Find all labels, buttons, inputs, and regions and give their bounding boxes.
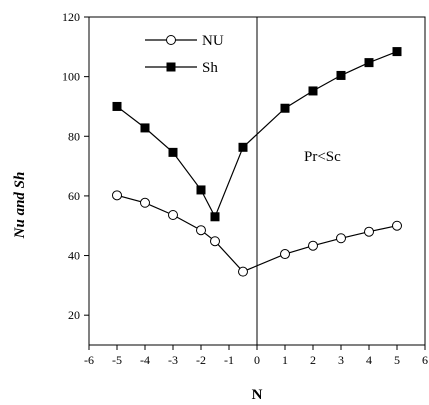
data-point xyxy=(392,47,402,57)
x-tick-label: 3 xyxy=(338,353,344,367)
data-point xyxy=(140,123,150,133)
data-point xyxy=(336,70,346,80)
x-tick-label: -1 xyxy=(224,353,234,367)
x-tick-label: -2 xyxy=(196,353,206,367)
y-tick-label: 40 xyxy=(68,249,80,263)
y-tick-label: 60 xyxy=(68,189,80,203)
x-tick-label: 1 xyxy=(282,353,288,367)
y-tick-label: 100 xyxy=(62,70,80,84)
x-tick-label: 6 xyxy=(422,353,428,367)
x-tick-label: -4 xyxy=(140,353,150,367)
x-tick-label: -5 xyxy=(112,353,122,367)
legend-label: NU xyxy=(202,33,224,49)
data-point xyxy=(238,266,248,277)
data-point xyxy=(308,240,318,251)
y-axis-title: Nu and Sh xyxy=(12,172,28,240)
legend: NU Sh xyxy=(145,33,224,76)
legend-marker xyxy=(166,35,176,45)
series-group xyxy=(112,47,402,277)
annotation-label: Pr<Sc xyxy=(304,149,341,165)
data-point xyxy=(308,86,318,96)
x-tick-label: -6 xyxy=(84,353,94,367)
data-point xyxy=(336,233,346,244)
data-point xyxy=(280,103,290,113)
series-sh xyxy=(112,47,402,222)
data-point xyxy=(196,185,206,195)
data-point xyxy=(210,236,220,247)
data-point xyxy=(238,142,248,152)
data-point xyxy=(168,209,178,220)
legend-marker xyxy=(166,62,176,72)
y-tick-label: 80 xyxy=(68,129,80,143)
x-tick-label: 0 xyxy=(254,353,260,367)
x-tick-label: -3 xyxy=(168,353,178,367)
data-point xyxy=(112,190,122,201)
legend-label: Sh xyxy=(202,60,218,76)
data-point xyxy=(210,212,220,222)
x-tick-label: 2 xyxy=(310,353,316,367)
y-tick-label: 120 xyxy=(62,10,80,24)
y-axis: 20 40 60 80 100 120 xyxy=(62,10,89,322)
series-nu xyxy=(112,190,402,277)
x-tick-label: 5 xyxy=(394,353,400,367)
x-tick-label: 4 xyxy=(366,353,372,367)
x-axis: -6 -5 -4 -3 -2 -1 0 1 2 3 4 5 6 xyxy=(84,345,428,367)
data-point xyxy=(364,226,374,237)
data-point xyxy=(140,197,150,208)
y-tick-label: 20 xyxy=(68,308,80,322)
data-point xyxy=(392,220,402,231)
data-point xyxy=(196,225,206,236)
x-axis-title: N xyxy=(252,387,263,403)
data-point xyxy=(280,249,290,260)
data-point xyxy=(168,147,178,157)
data-point xyxy=(112,101,122,111)
data-point xyxy=(364,58,374,68)
